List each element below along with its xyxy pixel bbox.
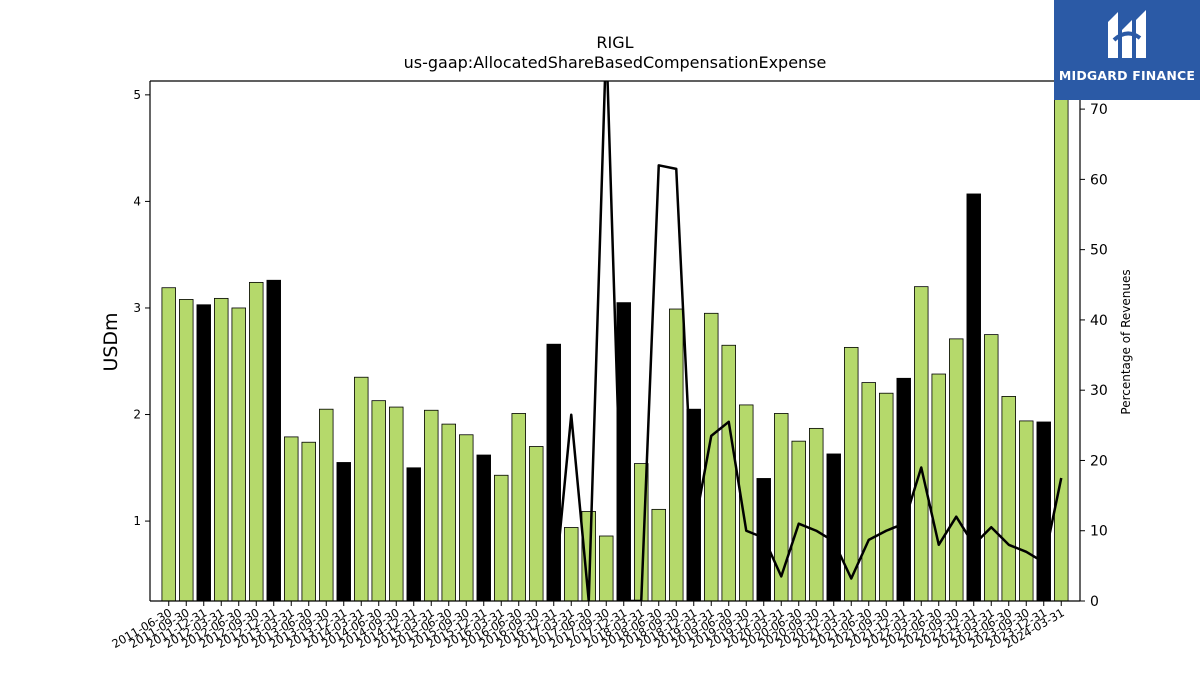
bar-2020-06-30 — [791, 440, 806, 601]
y2-axis-label: Percentage of Revenues — [1119, 269, 1133, 414]
midgard-finance-logo: MIDGARD FINANCE — [1054, 0, 1200, 100]
bar-2022-09-30 — [949, 338, 964, 601]
bar-2023-06-30 — [1001, 396, 1016, 601]
bar-2016-12-31 — [546, 343, 561, 601]
bar-2014-09-30 — [389, 406, 404, 601]
bar-2023-12-31 — [1036, 421, 1051, 601]
chart-subtitle: us-gaap:AllocatedShareBasedCompensationE… — [404, 53, 827, 72]
y2-tick-label: 40 — [1090, 313, 1108, 329]
bar-2024-03-31 — [1054, 81, 1069, 601]
percentage-line — [552, 81, 1063, 601]
y-tick-label: 4 — [133, 194, 141, 208]
bar-2014-06-30 — [371, 400, 386, 601]
bar-2012-03-31 — [214, 297, 229, 601]
bar-2013-12-31 — [336, 462, 351, 601]
y2-tick-label: 50 — [1090, 243, 1108, 259]
bar-2014-12-31 — [406, 467, 421, 601]
percentage-line-series — [552, 81, 1063, 601]
bar-2013-03-31 — [284, 436, 299, 601]
bar-2019-09-30 — [739, 404, 754, 601]
bar-2013-09-30 — [319, 408, 334, 601]
y-tick-label: 2 — [133, 408, 141, 422]
bar-2022-03-31 — [914, 286, 929, 601]
y-tick-label: 1 — [133, 514, 141, 528]
bar-series — [161, 81, 1069, 601]
chart-title: RIGL — [596, 33, 633, 52]
bar-2020-12-31 — [826, 453, 841, 601]
y2-tick-label: 10 — [1090, 524, 1108, 540]
bar-2018-06-30 — [651, 508, 666, 601]
y-tick-label: 3 — [133, 301, 141, 315]
bar-2016-06-30 — [511, 413, 526, 601]
bar-2021-09-30 — [879, 392, 894, 601]
bar-2011-09-30 — [179, 299, 194, 601]
bar-2013-06-30 — [301, 441, 316, 601]
bar-2018-09-30 — [669, 308, 684, 601]
bar-2011-12-31 — [196, 304, 211, 601]
bar-2012-09-30 — [249, 281, 264, 601]
bar-2015-03-31 — [424, 409, 439, 601]
bar-2020-09-30 — [809, 427, 824, 601]
bar-2015-09-30 — [459, 434, 474, 601]
bar-2011-06-30 — [161, 287, 176, 601]
bar-2016-09-30 — [529, 446, 544, 601]
bar-2023-03-31 — [984, 334, 999, 601]
y2-tick-label: 0 — [1090, 594, 1099, 610]
bar-2017-03-31 — [564, 527, 579, 601]
bar-2021-06-30 — [861, 382, 876, 601]
y2-tick-label: 30 — [1090, 383, 1108, 399]
bar-2015-06-30 — [441, 423, 456, 601]
bar-2021-12-31 — [896, 377, 911, 601]
bar-2019-06-30 — [721, 344, 736, 601]
x-tick-labels: 2011-06-302011-09-302011-12-312012-03-31… — [109, 601, 1067, 651]
bar-2023-09-30 — [1019, 420, 1034, 601]
midgard-logo-icon — [1108, 10, 1146, 58]
bar-2021-03-31 — [844, 346, 859, 601]
bar-2017-09-30 — [599, 535, 614, 601]
y2-tick-label: 60 — [1090, 172, 1108, 188]
y2-tick-label: 20 — [1090, 453, 1108, 469]
bar-2012-06-30 — [231, 307, 246, 601]
logo-wordmark: MIDGARD FINANCE — [1058, 68, 1196, 83]
y-axis-label: USDm — [100, 312, 122, 371]
bar-2015-12-31 — [476, 454, 491, 601]
bar-2016-03-31 — [494, 474, 509, 601]
bar-2012-12-31 — [266, 279, 281, 601]
y-tick-label: 5 — [133, 88, 141, 102]
bar-2022-06-30 — [931, 373, 946, 601]
y2-tick-label: 70 — [1090, 102, 1108, 118]
bar-2014-03-31 — [354, 376, 369, 601]
bar-2019-03-31 — [704, 312, 719, 601]
